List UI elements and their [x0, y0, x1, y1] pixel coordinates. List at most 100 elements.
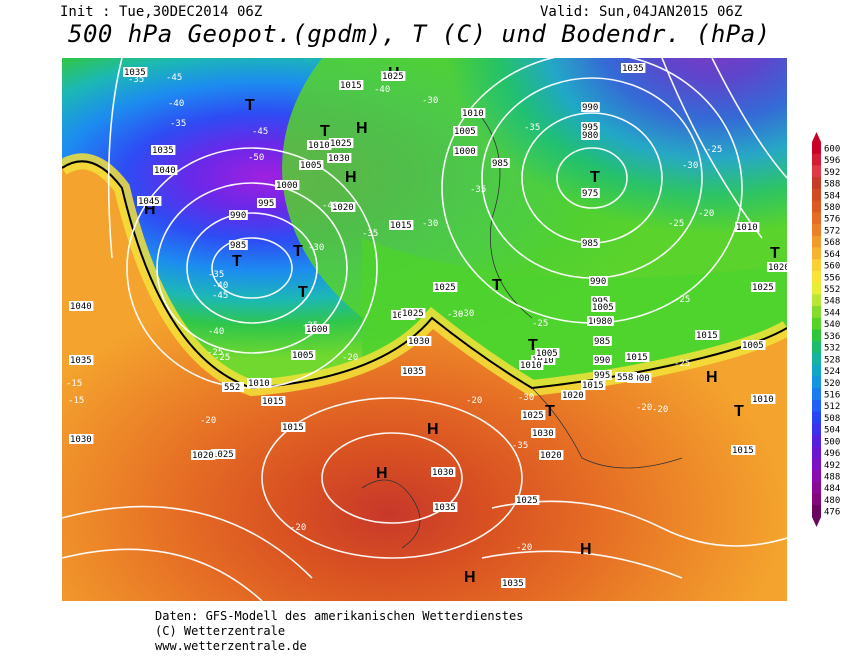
svg-text:1010: 1010 [462, 109, 484, 119]
svg-text:985: 985 [492, 159, 508, 169]
isobar-label: 990 [229, 210, 248, 221]
temperature-label: -25 [674, 359, 690, 369]
legend-label: 508 [824, 414, 840, 424]
isobar-label: 995 [593, 370, 612, 381]
isobar-label: 985 [593, 336, 612, 347]
legend-swatch [812, 294, 821, 307]
legend-swatch [812, 481, 821, 495]
high-marker: H [464, 569, 476, 586]
svg-text:985: 985 [582, 239, 598, 249]
svg-text:1035: 1035 [502, 579, 524, 589]
legend-label: 504 [824, 426, 840, 436]
legend-label: 480 [824, 496, 840, 506]
temperature-label: -45 [166, 73, 182, 83]
isobar-label: 1005 [291, 350, 316, 361]
isobar-label: 1010 [307, 140, 332, 151]
temperature-label: -30 [682, 161, 698, 171]
weather-map: H H H H H H H H H T T T T T T T T T T T … [62, 58, 787, 601]
svg-text:1010: 1010 [308, 141, 330, 151]
isobar-label: 1030 [531, 428, 556, 439]
low-marker: T [734, 403, 744, 420]
isobar-label: 1020 [331, 202, 356, 213]
isobar-label: 1025 [211, 449, 236, 460]
temperature-label: -45 [252, 127, 268, 137]
legend-arrow-top [812, 132, 821, 142]
high-marker: H [580, 541, 592, 558]
svg-text:990: 990 [582, 103, 598, 113]
isobar-label: 1025 [329, 138, 354, 149]
isobar-label: 1015 [731, 445, 756, 456]
svg-text:1035: 1035 [434, 503, 456, 513]
legend-label: 528 [824, 355, 840, 365]
isobar-label: 1005 [741, 340, 766, 351]
svg-text:1020: 1020 [562, 391, 584, 401]
legend-swatch [812, 259, 821, 272]
isobar-label: 1010 [519, 360, 544, 371]
isobar-label: 1020 [191, 450, 216, 461]
svg-text:1025: 1025 [752, 283, 774, 293]
isobar-label: 1025 [521, 410, 546, 421]
legend-swatch [812, 212, 821, 225]
low-marker: T [590, 169, 600, 186]
temperature-label: -40 [322, 201, 338, 211]
svg-text:1025: 1025 [212, 450, 234, 460]
temperature-label: -15 [66, 379, 82, 389]
svg-text:1005: 1005 [292, 351, 314, 361]
isobar-label: 1025 [515, 495, 540, 506]
temperature-label: -40 [168, 99, 184, 109]
temperature-label: -20 [466, 396, 482, 406]
isobar-label: 1035 [433, 502, 458, 513]
temperature-label: -30 [308, 243, 324, 253]
svg-text:1015: 1015 [732, 446, 754, 456]
temperature-label: -30 [422, 96, 438, 106]
svg-text:1030: 1030 [408, 337, 430, 347]
legend-swatch [812, 282, 821, 295]
legend-swatch [812, 493, 821, 506]
legend-swatch [812, 235, 821, 248]
svg-text:1015: 1015 [262, 397, 284, 407]
svg-text:990: 990 [594, 356, 610, 366]
legend-label: 492 [824, 461, 840, 471]
isobar-label: 1040 [69, 301, 94, 312]
isobar-label: 1015 [625, 352, 650, 363]
isobar-label: 1030 [327, 153, 352, 164]
legend-swatch [812, 388, 821, 401]
legend-label: 516 [824, 390, 840, 400]
isobar-label: 1010 [751, 394, 776, 405]
svg-text:1035: 1035 [124, 68, 146, 78]
temperature-label: -30 [447, 310, 463, 320]
footer-copyright: (C) Wetterzentrale [155, 624, 286, 638]
legend-swatch [812, 165, 821, 178]
footer-website[interactable]: www.wetterzentrale.de [155, 639, 307, 653]
temperature-label: -35 [170, 119, 186, 129]
svg-text:1005: 1005 [742, 341, 764, 351]
init-time: Init : Tue,30DEC2014 06Z [60, 4, 263, 20]
svg-text:985: 985 [230, 241, 246, 251]
temperature-label: -35 [362, 229, 378, 239]
svg-text:1020: 1020 [192, 451, 214, 461]
isobar-label: 1030 [69, 434, 94, 445]
legend-swatch [812, 153, 821, 166]
temperature-label: -35 [512, 441, 528, 451]
isobar-label: 1015 [339, 80, 364, 91]
svg-text:1025: 1025 [434, 283, 456, 293]
isobar-label: 985 [229, 240, 248, 251]
legend-label: 556 [824, 273, 840, 283]
legend-label: 524 [824, 367, 840, 377]
legend-label: 540 [824, 320, 840, 330]
isobar-label: 1005 [535, 348, 560, 359]
legend-label: 500 [824, 437, 840, 447]
temperature-label: -30 [422, 219, 438, 229]
isobar-label: 995 [581, 122, 600, 133]
legend-swatch [812, 364, 821, 377]
svg-text:1040: 1040 [154, 166, 176, 176]
isobar-label: 980 [595, 316, 614, 327]
isobar-label: 980 [581, 130, 600, 141]
isobar-label: 1035 [621, 63, 646, 74]
temperature-label: -15 [68, 396, 84, 406]
legend-swatch [812, 341, 821, 354]
temperature-label: -30 [458, 309, 474, 319]
isobar-label: 1025 [381, 71, 406, 82]
legend-label: 548 [824, 297, 840, 307]
footer-source: Daten: GFS-Modell des amerikanischen Wet… [155, 609, 524, 623]
